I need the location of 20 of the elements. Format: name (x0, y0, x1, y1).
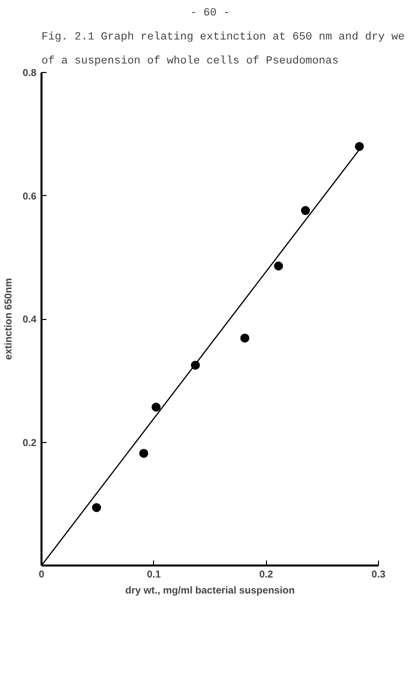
x-tick-label: 0.3 (372, 570, 386, 580)
x-tick-label: 0 (38, 570, 45, 580)
point (354, 142, 364, 151)
y-tick-label: 0.8 (22, 68, 37, 79)
text: - 60 - (190, 8, 230, 20)
y-tick-label: 0.2 (22, 438, 37, 449)
point (274, 262, 284, 270)
point (139, 448, 148, 458)
chart-subtitle: of a suspension of whole cells of Pseudomonas (42, 56, 339, 68)
y-axis-title: extinction 650nm (4, 278, 15, 360)
point (300, 206, 310, 216)
x-tick-label: 0.1 (146, 570, 162, 580)
x-tick-label: 0.2 (259, 570, 274, 580)
point (152, 402, 161, 412)
chart-title: Fig. 2.1 Graph relating extinction at 650 nm and dry we (42, 32, 405, 44)
y-tick-label: 0.4 (22, 314, 37, 326)
x-axis-title: dry wt., mg/ml bacterial suspension (125, 586, 295, 596)
y-tick-label: 0.6 (22, 191, 37, 202)
point (240, 334, 250, 343)
point (92, 503, 102, 512)
